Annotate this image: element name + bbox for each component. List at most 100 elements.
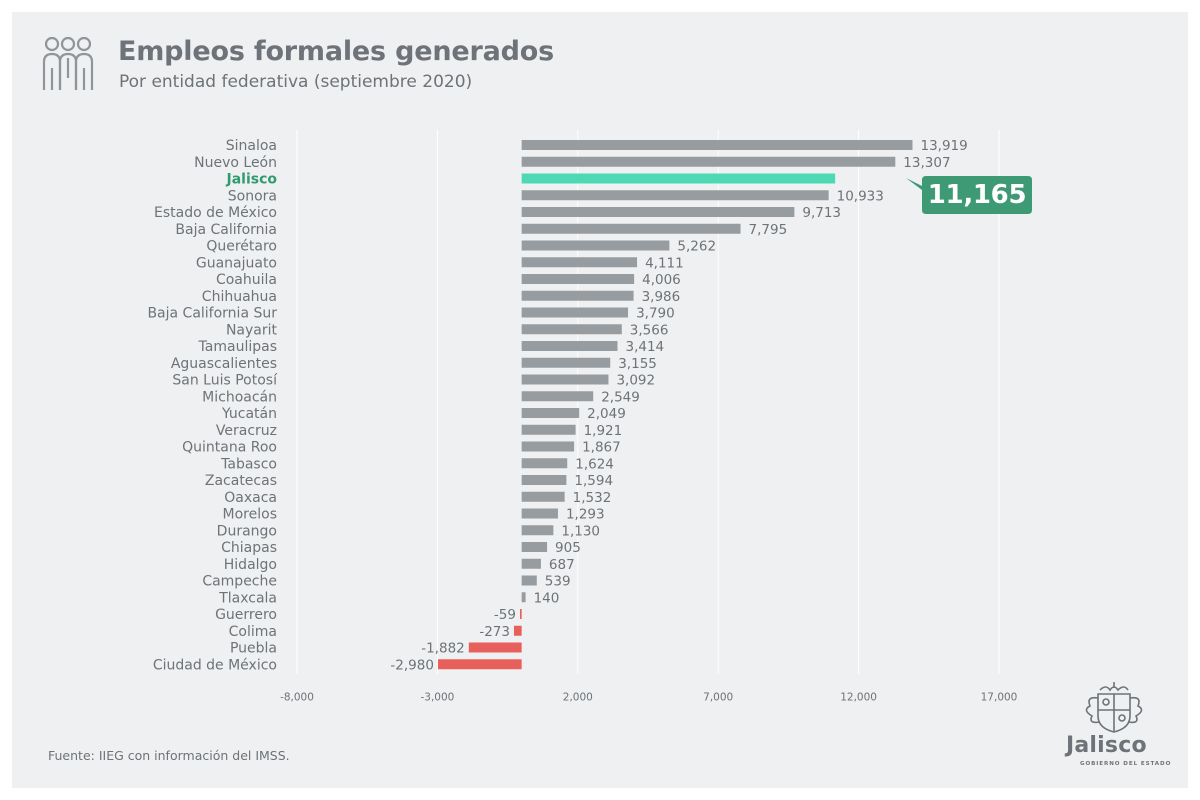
bar [521, 475, 567, 485]
value-label: 687 [549, 557, 575, 573]
bar [521, 290, 634, 301]
value-label: 1,532 [573, 490, 612, 506]
category-label: Chihuahua [202, 289, 277, 305]
bar [468, 642, 522, 653]
x-tick-label: 2,000 [563, 691, 593, 703]
bar [521, 190, 829, 201]
chart-subtitle: Por entidad federativa (septiembre 2020) [119, 72, 473, 92]
category-label: Querétaro [206, 239, 277, 255]
value-label: 1,130 [561, 523, 600, 539]
bar [521, 592, 526, 603]
bar [437, 659, 522, 670]
value-label: 13,307 [903, 155, 950, 171]
category-label: Quintana Roo [182, 440, 277, 456]
category-label: Veracruz [216, 423, 277, 439]
category-label: Aguascalientes [171, 356, 277, 372]
bar [521, 525, 554, 536]
value-label: 1,293 [566, 507, 605, 523]
category-label: Guanajuato [196, 255, 277, 271]
value-label: 9,713 [802, 205, 841, 221]
category-label: Puebla [230, 641, 277, 657]
value-label: -273 [479, 624, 510, 640]
value-label: 1,867 [582, 440, 621, 456]
bar [521, 542, 548, 552]
bar [513, 625, 522, 636]
logo-subtitle: GOBIERNO DEL ESTADO [1080, 761, 1172, 767]
category-label: Tabasco [220, 456, 277, 472]
category-label: Hidalgo [224, 557, 277, 573]
value-label: 3,092 [616, 373, 655, 389]
category-label: Oaxaca [224, 490, 277, 506]
highlight-callout: 11,165 [904, 176, 1032, 214]
x-tick-label: -3,000 [420, 691, 454, 703]
callout-value: 11,165 [927, 180, 1027, 210]
category-label: Durango [217, 523, 277, 539]
value-label: -2,980 [390, 657, 434, 673]
category-label: Campeche [202, 574, 277, 590]
value-label: 3,566 [630, 322, 669, 338]
category-label: Estado de México [154, 205, 277, 221]
bar [521, 341, 618, 351]
value-label: 3,986 [642, 289, 681, 305]
bar [521, 274, 635, 284]
bar [521, 240, 670, 251]
bar [521, 207, 795, 217]
category-label: Morelos [223, 507, 277, 523]
value-label: 3,790 [636, 306, 675, 322]
x-tick-label: 12,000 [840, 691, 877, 703]
bar [521, 140, 913, 150]
value-label: 10,933 [837, 188, 884, 204]
category-label: Tamaulipas [198, 339, 277, 355]
bar [521, 424, 576, 435]
value-label: 2,549 [601, 389, 640, 405]
category-label: Yucatán [221, 406, 277, 422]
category-label: Jalisco [225, 172, 277, 188]
category-label: Chiapas [221, 540, 277, 556]
category-label: Tlaxcala [218, 590, 277, 606]
callout-shape [906, 176, 1032, 214]
category-label: Sinaloa [226, 138, 277, 154]
value-label: 4,111 [645, 255, 684, 271]
value-label: 1,624 [575, 456, 614, 472]
bar [521, 173, 836, 184]
people-group-icon [42, 36, 94, 90]
category-label: Colima [229, 624, 277, 640]
category-label: Nayarit [226, 322, 278, 338]
bar [521, 257, 638, 268]
jalisco-coat-of-arms-icon [1085, 682, 1143, 733]
x-tick-label: -8,000 [280, 691, 314, 703]
chart-title: Empleos formales generados [118, 36, 554, 67]
value-label: 13,919 [920, 138, 967, 154]
bar [521, 156, 896, 167]
bar [521, 575, 537, 586]
category-label: Nuevo León [194, 155, 277, 171]
category-label: Guerrero [215, 607, 277, 623]
bar [521, 558, 541, 569]
value-label: 4,006 [642, 272, 681, 288]
bar [521, 307, 629, 318]
category-label: Sonora [228, 188, 277, 204]
value-label: 905 [555, 540, 581, 556]
bar [521, 491, 565, 502]
bar [519, 609, 522, 619]
bar [521, 374, 609, 385]
category-label: Ciudad de México [153, 657, 277, 673]
bar [521, 458, 568, 469]
value-label: 5,262 [677, 239, 716, 255]
source-note: Fuente: IIEG con información del IMSS. [48, 748, 290, 763]
category-label: Zacatecas [205, 473, 277, 489]
bar [521, 391, 594, 402]
bar [521, 441, 575, 452]
bar [521, 408, 580, 418]
value-label: 7,795 [749, 222, 788, 238]
value-label: 2,049 [587, 406, 626, 422]
value-label: 3,155 [618, 356, 657, 372]
bar [521, 357, 611, 368]
category-label: Michoacán [202, 389, 277, 405]
logo-wordmark: Jalisco [1066, 733, 1147, 758]
value-label: 539 [545, 574, 571, 590]
value-label: -59 [494, 607, 516, 623]
value-label: 140 [534, 590, 560, 606]
value-label: -1,882 [421, 641, 465, 657]
